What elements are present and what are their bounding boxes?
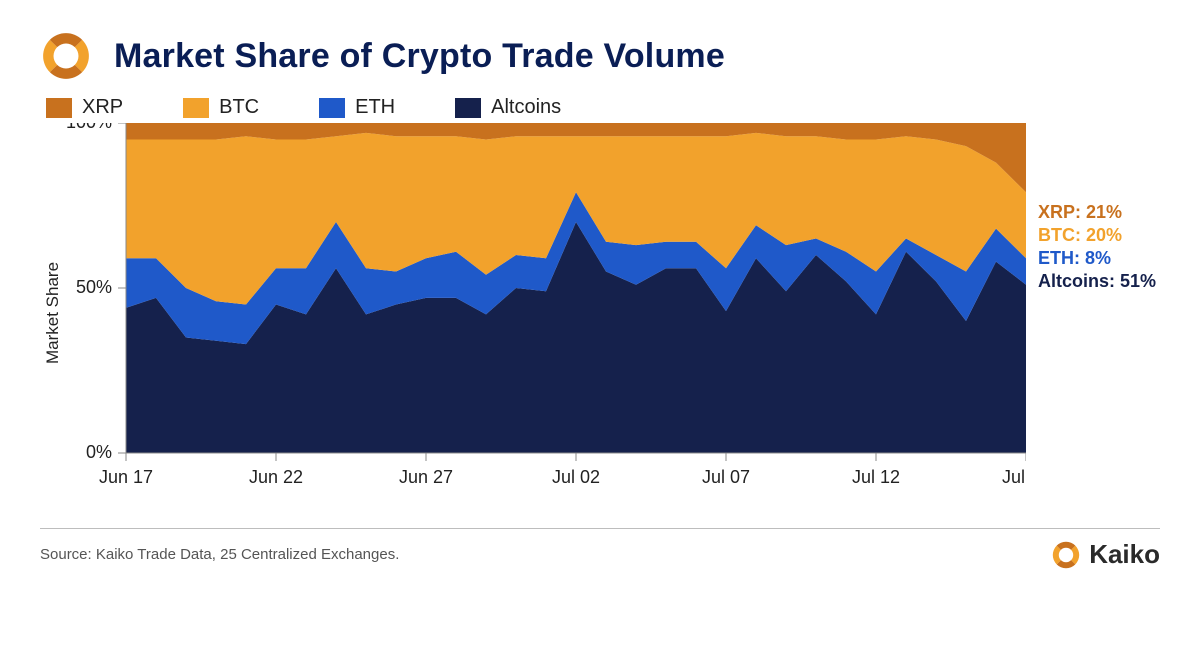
footer-divider [40, 528, 1160, 529]
xtick-label: Jul 02 [552, 467, 600, 487]
legend-item-altcoins: Altcoins [455, 96, 561, 119]
brand-name: Kaiko [1089, 539, 1160, 570]
legend-label-btc: BTC [219, 96, 259, 119]
xtick-label: Jul 17 [1002, 467, 1026, 487]
kaiko-logo-icon [40, 30, 92, 82]
legend-item-eth: ETH [319, 96, 395, 119]
legend-item-btc: BTC [183, 96, 259, 119]
brand-lockup: Kaiko [1051, 539, 1160, 570]
ytick-label: 100% [66, 123, 112, 132]
legend-swatch-btc [183, 98, 209, 118]
annotation-btc: BTC: 20% [1038, 225, 1156, 246]
footer: Source: Kaiko Trade Data, 25 Centralized… [40, 539, 1160, 570]
y-axis-title-container: Market Share [40, 123, 66, 502]
legend-swatch-altcoins [455, 98, 481, 118]
stacked-area-chart: 0% 50% 100% Jun 17 Jun 22 Jun 27 Jul 02 Jul 07 J… [66, 123, 1026, 502]
kaiko-logo-icon [1051, 540, 1081, 570]
header: Market Share of Crypto Trade Volume [40, 30, 1160, 82]
page-title: Market Share of Crypto Trade Volume [114, 37, 725, 76]
xtick-label: Jun 17 [99, 467, 153, 487]
legend-swatch-eth [319, 98, 345, 118]
legend-item-xrp: XRP [46, 96, 123, 119]
legend-swatch-xrp [46, 98, 72, 118]
legend: XRP BTC ETH Altcoins [46, 96, 1160, 119]
xtick-label: Jun 27 [399, 467, 453, 487]
xtick-label: Jul 12 [852, 467, 900, 487]
legend-label-xrp: XRP [82, 96, 123, 119]
annotation-eth: ETH: 8% [1038, 248, 1156, 269]
source-text: Source: Kaiko Trade Data, 25 Centralized… [40, 546, 399, 563]
annotation-xrp: XRP: 21% [1038, 202, 1156, 223]
legend-label-altcoins: Altcoins [491, 96, 561, 119]
y-axis-title: Market Share [43, 261, 63, 363]
xtick-label: Jul 07 [702, 467, 750, 487]
annotation-altcoins: Altcoins: 51% [1038, 271, 1156, 292]
legend-label-eth: ETH [355, 96, 395, 119]
xtick-label: Jun 22 [249, 467, 303, 487]
final-value-annotations: XRP: 21%BTC: 20%ETH: 8%Altcoins: 51% [1026, 123, 1156, 502]
ytick-label: 50% [76, 277, 112, 297]
ytick-label: 0% [86, 442, 112, 462]
